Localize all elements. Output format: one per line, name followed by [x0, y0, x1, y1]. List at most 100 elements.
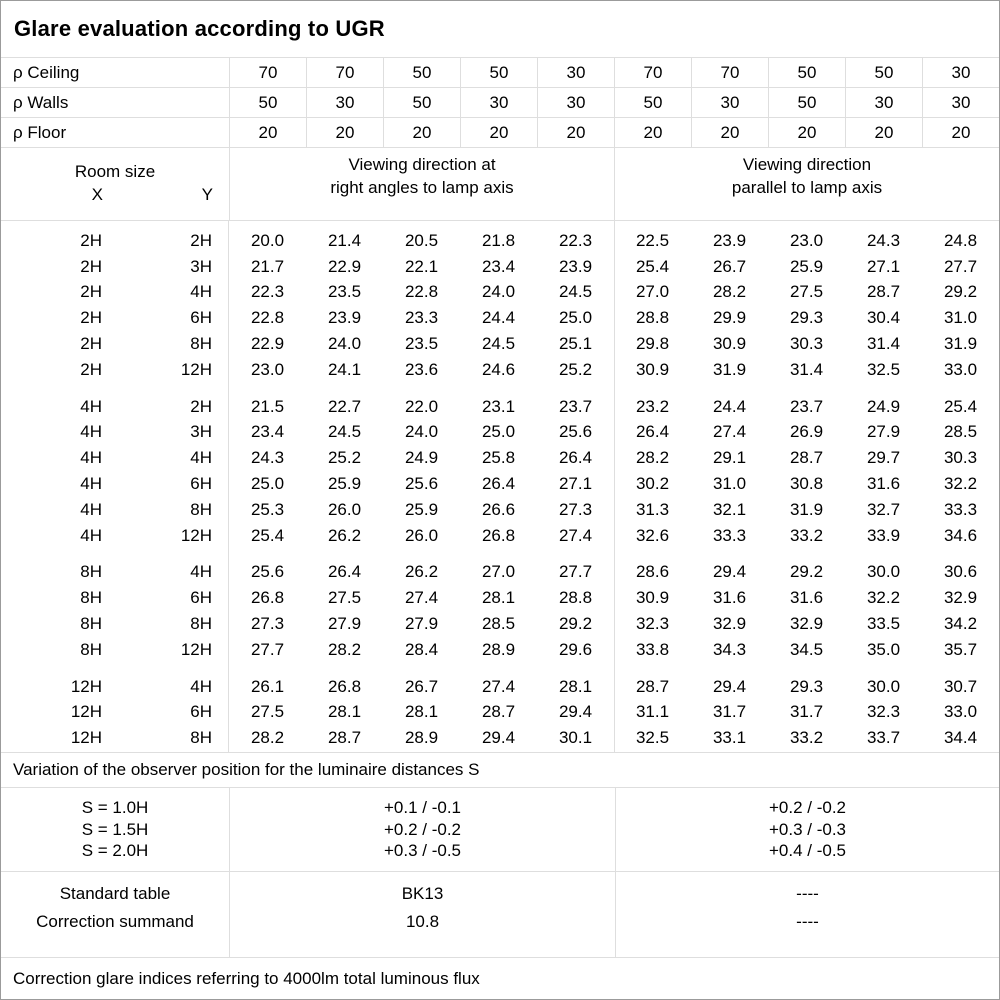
ugr-value: 27.7: [558, 562, 593, 582]
room-size-x: 4H: [80, 396, 102, 416]
s-variation-crosswise: +0.1 / -0.1 +0.2 / -0.2 +0.3 / -0.5: [229, 788, 615, 871]
reflectance-value: 30: [537, 58, 614, 87]
ugr-value: 28.2: [250, 728, 285, 748]
room-size-y: 4H: [190, 282, 212, 302]
ugr-value: 33.2: [789, 525, 824, 545]
ugr-row: 2H 3H 21.7 22.9 22.1 23.4 23.9 25.4 26.7 25.9 27.1…: [1, 254, 999, 280]
footer-note: Correction glare indices referring to 40…: [13, 968, 480, 988]
room-size-x: 2H: [80, 256, 102, 276]
ugr-value: 29.2: [943, 282, 978, 302]
table-header: Room size X Y Viewing direction at right…: [1, 148, 999, 221]
ugr-value: 26.4: [558, 448, 593, 468]
ugr-value: 30.7: [943, 676, 978, 696]
ugr-value: 31.4: [866, 334, 901, 354]
ugr-value: 24.4: [712, 396, 747, 416]
ugr-value: 26.2: [404, 562, 439, 582]
ugr-value: 25.9: [327, 474, 362, 494]
reflectance-value: 20: [460, 118, 537, 147]
ugr-block: 2H 2H 20.0 21.4 20.5 21.8 22.3 22.5 23.9 23.0 24.3…: [1, 228, 999, 383]
ugr-value: 28.2: [635, 448, 670, 468]
ugr-value: 32.3: [635, 614, 670, 634]
room-size-y: 6H: [190, 588, 212, 608]
x-column-label: X: [91, 185, 103, 204]
reflectance-value: 20: [537, 118, 614, 147]
ugr-value: 33.0: [943, 359, 978, 379]
ugr-value: 23.6: [404, 359, 439, 379]
ugr-value: 30.9: [635, 588, 670, 608]
ugr-value: 27.7: [250, 639, 285, 659]
ugr-row: 8H 8H 27.3 27.9 27.9 28.5 29.2 32.3 32.9 32.9 33.5…: [1, 611, 999, 637]
ugr-value: 24.5: [558, 282, 593, 302]
ugr-value: 27.0: [635, 282, 670, 302]
ugr-value: 29.2: [789, 562, 824, 582]
ugr-value: 33.9: [866, 525, 901, 545]
ugr-row: 2H 4H 22.3 23.5 22.8 24.0 24.5 27.0 28.2 27.5 28.7…: [1, 280, 999, 306]
room-size-x: 8H: [80, 562, 102, 582]
ugr-value: 24.1: [327, 359, 362, 379]
ugr-value: 28.9: [481, 639, 516, 659]
ugr-value: 27.1: [558, 474, 593, 494]
ugr-value: 32.5: [866, 359, 901, 379]
reflectance-value: 20: [614, 118, 691, 147]
reflectance-row: ρ Floor 20 20 20 20 20 20 20 20 20 20: [1, 118, 999, 148]
ugr-value: 30.6: [943, 562, 978, 582]
ugr-value: 31.1: [635, 702, 670, 722]
ugr-value: 25.4: [635, 256, 670, 276]
ugr-value: 31.6: [789, 588, 824, 608]
header-line: right angles to lamp axis: [330, 178, 514, 197]
ugr-value: 28.9: [404, 728, 439, 748]
summary-parallel: ---- ----: [615, 872, 999, 957]
reflectance-value: 50: [383, 58, 460, 87]
ugr-value: 32.5: [635, 728, 670, 748]
variation-note: Variation of the observer position for t…: [1, 753, 999, 788]
ugr-value: 26.0: [404, 525, 439, 545]
ugr-value: 22.0: [404, 396, 439, 416]
ugr-row: 12H 6H 27.5 28.1 28.1 28.7 29.4 31.1 31.7 31.7 32.…: [1, 700, 999, 726]
ugr-value: 25.6: [558, 422, 593, 442]
reflectance-value: 50: [460, 58, 537, 87]
room-size-y: 12H: [180, 359, 212, 379]
ugr-value: 23.7: [558, 396, 593, 416]
s-variation-value: +0.1 / -0.1: [383, 798, 462, 818]
ugr-blocks: 2H 2H 20.0 21.4 20.5 21.8 22.3 22.5 23.9 23.0 24.3…: [1, 228, 999, 751]
ugr-value: 30.3: [943, 448, 978, 468]
ugr-value: 25.6: [404, 474, 439, 494]
ugr-value: 31.0: [943, 308, 978, 328]
ugr-value: 30.0: [866, 562, 901, 582]
ugr-value: 25.6: [250, 562, 285, 582]
ugr-value: 28.6: [635, 562, 670, 582]
ugr-value: 31.6: [866, 474, 901, 494]
ugr-value: 28.5: [481, 614, 516, 634]
ugr-value: 28.5: [943, 422, 978, 442]
ugr-value: 29.6: [558, 639, 593, 659]
reflectance-label: ρ Walls: [13, 92, 69, 112]
ugr-value: 33.8: [635, 639, 670, 659]
ugr-value: 29.3: [789, 308, 824, 328]
s-variation-value: +0.2 / -0.2: [383, 819, 462, 839]
ugr-value: 33.7: [866, 728, 901, 748]
ugr-row: 2H 6H 22.8 23.9 23.3 24.4 25.0 28.8 29.9 29.3 30.4…: [1, 305, 999, 331]
header-line: Viewing direction: [742, 155, 872, 174]
ugr-value: 26.8: [250, 588, 285, 608]
room-size-y: 8H: [190, 614, 212, 634]
room-size-y: 8H: [190, 499, 212, 519]
ugr-value: 23.9: [327, 308, 362, 328]
ugr-value: 23.0: [250, 359, 285, 379]
room-size-x: 4H: [80, 474, 102, 494]
room-size-header: Room size X Y: [1, 148, 229, 220]
ugr-value: 23.4: [481, 256, 516, 276]
room-size-y: 12H: [180, 525, 212, 545]
ugr-value: 28.7: [481, 702, 516, 722]
room-size-y: 12H: [180, 639, 212, 659]
ugr-value: 32.2: [943, 474, 978, 494]
ugr-value: 25.0: [481, 422, 516, 442]
ugr-block: 12H 4H 26.1 26.8 26.7 27.4 28.1 28.7 29.4 29.3 30.…: [1, 674, 999, 751]
ugr-value: 24.3: [866, 230, 901, 250]
ugr-value: 25.0: [558, 308, 593, 328]
s-variation-value: +0.3 / -0.3: [768, 819, 847, 839]
reflectance-value: 30: [845, 88, 922, 117]
ugr-value: 27.4: [404, 588, 439, 608]
ugr-value: 24.4: [481, 308, 516, 328]
ugr-row: 2H 8H 22.9 24.0 23.5 24.5 25.1 29.8 30.9 30.3 31.4…: [1, 331, 999, 357]
